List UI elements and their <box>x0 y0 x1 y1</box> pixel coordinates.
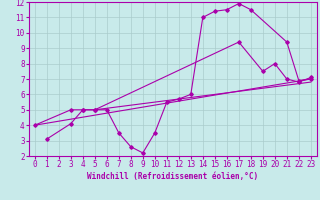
X-axis label: Windchill (Refroidissement éolien,°C): Windchill (Refroidissement éolien,°C) <box>87 172 258 181</box>
